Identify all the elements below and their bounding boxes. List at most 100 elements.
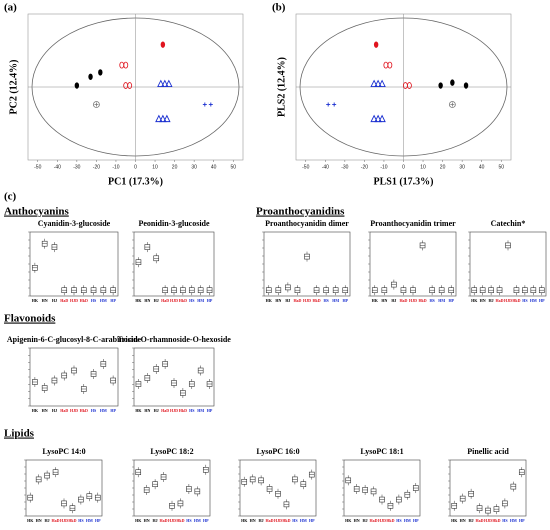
box: [410, 285, 416, 296]
box: [468, 488, 474, 499]
point: [463, 82, 469, 89]
box: [448, 285, 455, 296]
x-tick-label: -50: [34, 164, 41, 170]
box: [379, 494, 385, 505]
x-tick-label: HM: [197, 298, 204, 303]
point: [450, 79, 455, 86]
panel-label: (a): [4, 2, 17, 14]
box: [94, 492, 101, 503]
x-tick-label: HaD: [52, 518, 60, 523]
x-tick-label: HK: [27, 518, 34, 523]
x-tick-label: 20: [172, 164, 178, 170]
x-tick-label: HP: [110, 408, 116, 413]
box: [90, 369, 97, 379]
x-axis-label: PC1 (17.3%): [108, 176, 163, 187]
box: [479, 285, 486, 296]
box: [80, 285, 87, 296]
x-tick-label: HM: [86, 518, 93, 523]
marker: [74, 82, 80, 89]
x-tick-label: HS: [502, 518, 508, 523]
x-tick-label: HP: [207, 408, 213, 413]
point: [93, 101, 100, 108]
point: [119, 61, 129, 69]
x-tick-label: HM: [438, 298, 445, 303]
x-tick-label: HP: [539, 298, 545, 303]
x-tick-label: -10: [380, 164, 387, 170]
section-heading: Proanthocyanidins: [256, 206, 345, 218]
marker: [161, 79, 169, 88]
x-tick-label: HkD: [418, 298, 426, 303]
point: [88, 73, 93, 80]
plot-frame: [263, 231, 351, 297]
x-tick-label: HK: [345, 518, 352, 523]
marker: [93, 101, 100, 108]
marker: [463, 82, 469, 89]
box: [52, 467, 59, 478]
x-tick-label: HS: [292, 518, 298, 523]
box: [518, 467, 525, 478]
x-tick-label: HJD: [170, 408, 178, 413]
box: [265, 285, 272, 296]
x-tick-label: HN: [42, 408, 48, 413]
panel-title: LysoPC 18:1: [360, 447, 403, 456]
point: [383, 61, 393, 69]
x-tick-label: HkD: [179, 298, 187, 303]
box: [202, 464, 209, 475]
box: [143, 484, 150, 495]
x-tick-label: -30: [73, 164, 80, 170]
marker: [94, 102, 99, 107]
marker: [407, 82, 412, 89]
x-tick-label: HN: [42, 298, 48, 303]
box: [41, 383, 48, 393]
marker: [448, 101, 456, 108]
box: [180, 388, 186, 398]
box: [71, 365, 77, 376]
x-tick-label: -40: [322, 164, 329, 170]
x-tick-label: HS: [323, 298, 329, 303]
y-axis-label: PLS2 (12.4%): [276, 57, 287, 117]
box: [381, 285, 388, 296]
x-tick-label: HM: [197, 408, 204, 413]
box: [177, 498, 184, 509]
x-tick-label: HkD: [312, 298, 320, 303]
box: [488, 285, 494, 296]
marker: [378, 114, 386, 123]
marker: [159, 114, 167, 123]
x-tick-label: HP: [342, 298, 348, 303]
x-tick-label: HN: [144, 298, 150, 303]
point: [373, 41, 379, 48]
x-tick-label: HM: [100, 408, 107, 413]
box: [188, 285, 195, 296]
marker: [403, 82, 408, 89]
marker: [378, 79, 386, 88]
x-tick-label: HJ: [285, 298, 290, 303]
x-tick-label: HJD: [60, 518, 68, 523]
x-tick-label: HaD: [399, 298, 407, 303]
panel-label: (c): [4, 191, 17, 203]
box: [69, 503, 76, 514]
box: [61, 498, 67, 509]
box: [27, 492, 34, 503]
panel-title: Peonidin-3-glucoside: [138, 219, 210, 228]
box: [292, 474, 298, 485]
box: [275, 285, 282, 296]
section-heading: Lipids: [4, 428, 35, 440]
point: [370, 79, 386, 88]
x-tick-label: HS: [396, 518, 402, 523]
section-heading: Anthocyanins: [4, 206, 70, 218]
x-tick-label: HaD: [160, 518, 168, 523]
box: [308, 469, 315, 480]
x-tick-label: HM: [300, 518, 307, 523]
x-tick-label: HkD: [179, 408, 187, 413]
x-tick-label: HS: [522, 298, 528, 303]
box: [300, 479, 307, 490]
box: [160, 472, 167, 482]
marker: [370, 114, 378, 123]
x-tick-label: HN: [144, 518, 150, 523]
box: [538, 285, 545, 296]
x-tick-label: 50: [498, 164, 504, 170]
marker: [208, 102, 213, 107]
box: [44, 470, 50, 481]
marker: [127, 82, 133, 89]
marker: [374, 79, 382, 88]
